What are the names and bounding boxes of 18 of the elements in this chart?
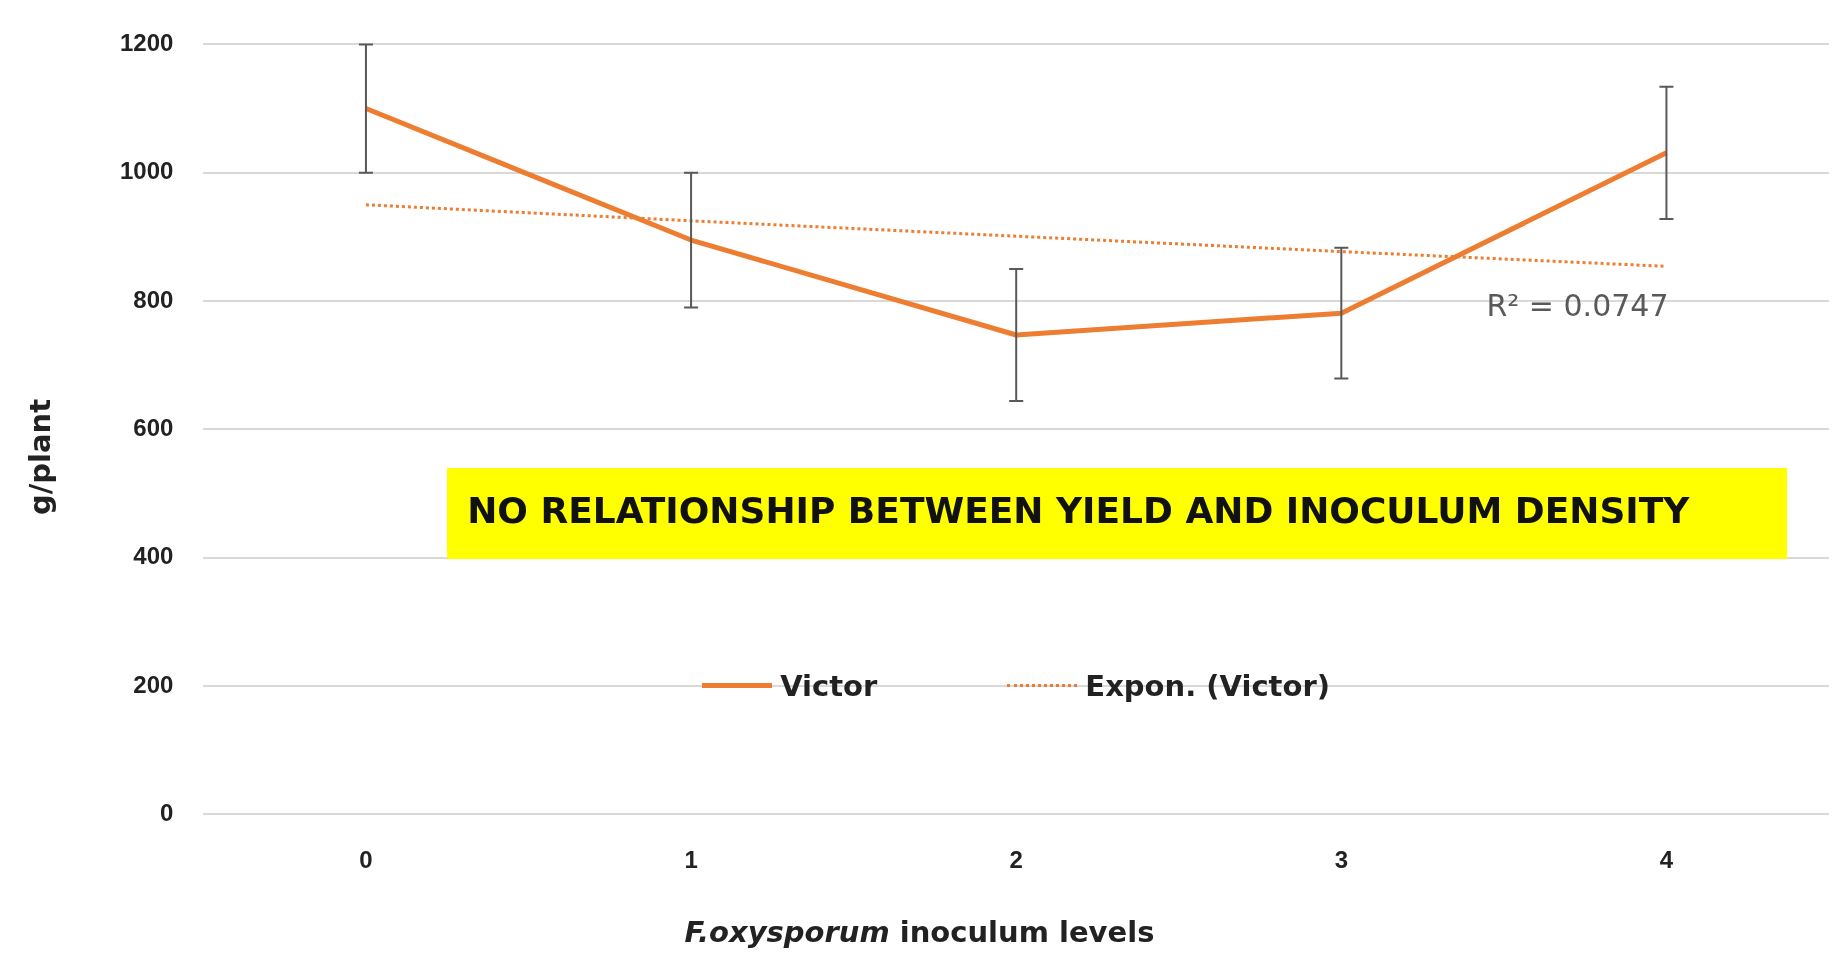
y-tick-label: 400 — [133, 542, 174, 570]
x-tick-label: 0 — [359, 846, 373, 874]
x-tick-label: 3 — [1334, 846, 1348, 874]
y-tick-label: 600 — [133, 413, 174, 441]
y-axis-title: g/plant — [23, 397, 57, 518]
callout-box: NO RELATIONSHIP BETWEEN YIELD AND INOCULUM DENSITY — [447, 467, 1788, 559]
y-tick-label: 1200 — [120, 29, 174, 57]
x-axis-title: F.oxysporum inoculum levels — [684, 915, 1155, 949]
legend-label: Expon. (Victor) — [1085, 668, 1330, 703]
x-tick-label: 4 — [1659, 846, 1674, 874]
y-tick-label: 0 — [160, 798, 174, 826]
y-tick-label: 200 — [133, 670, 174, 698]
annotation: R² = 0.0747 — [1486, 288, 1669, 324]
y-tick-label: 800 — [133, 285, 174, 313]
x-tick-label: 2 — [1009, 846, 1023, 874]
y-tick-label: 1000 — [120, 157, 174, 185]
legend-label: Victor — [780, 668, 878, 703]
x-tick-label: 1 — [684, 846, 698, 874]
